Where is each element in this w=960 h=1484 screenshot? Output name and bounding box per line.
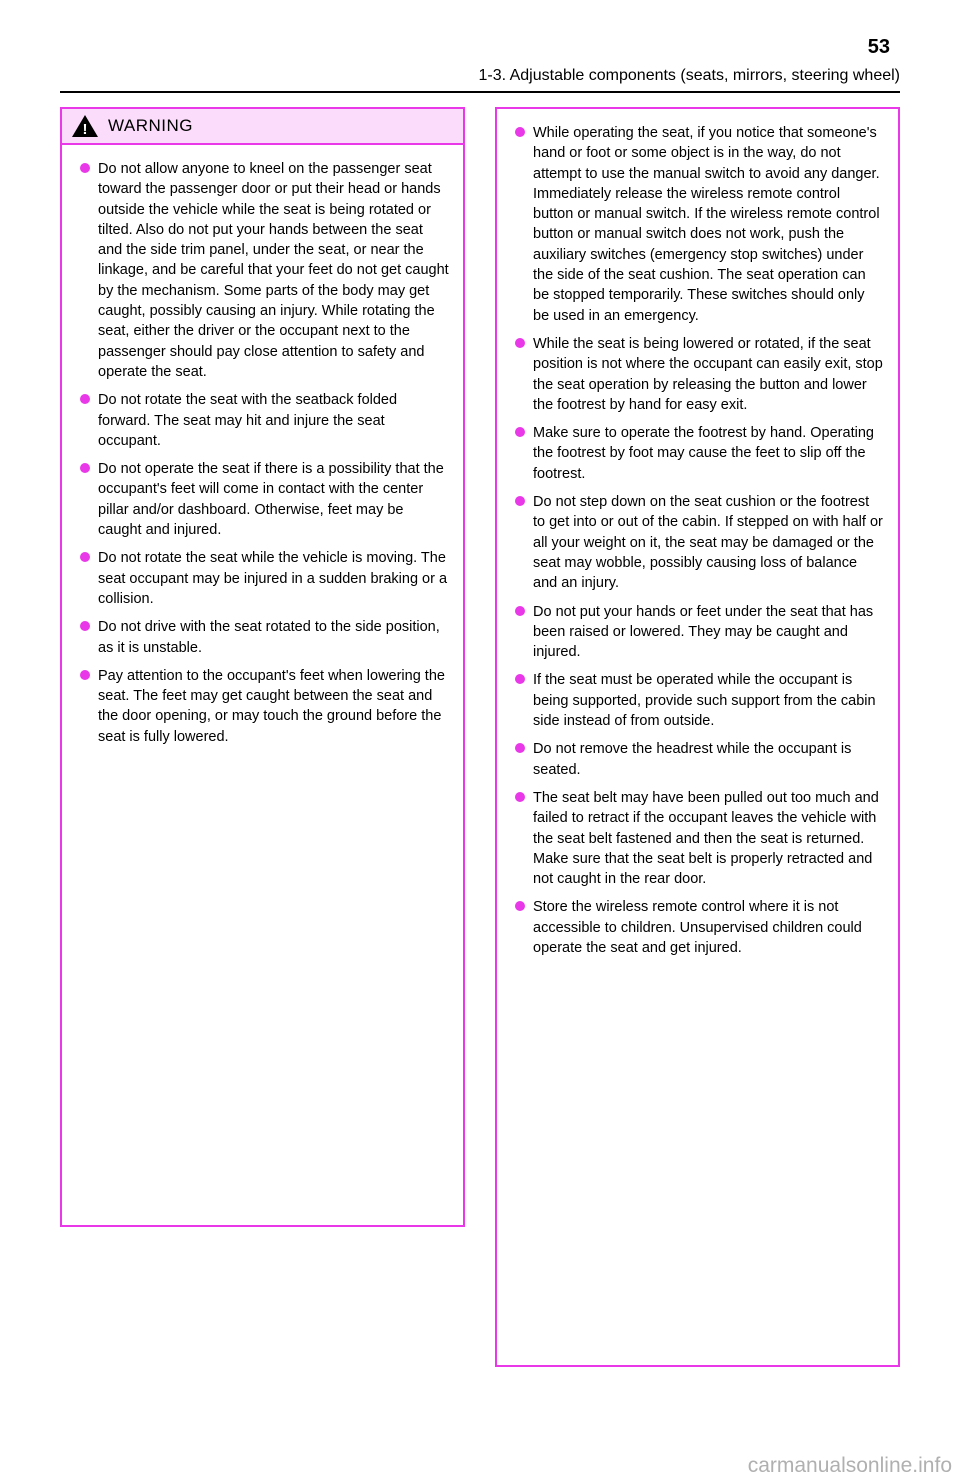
bullet-item: Do not step down on the seat cushion or … [515,492,884,593]
bullet-item: While operating the seat, if you notice … [515,123,884,326]
footer-watermark: carmanualsonline.info [748,1454,952,1478]
bullet-item: Store the wireless remote control where … [515,897,884,958]
page: 53 1-3. Adjustable components (seats, mi… [0,0,960,1484]
bullet-item: The seat belt may have been pulled out t… [515,788,884,889]
bullet-item: Do not operate the seat if there is a po… [80,459,449,540]
bullet-item: Do not allow anyone to kneel on the pass… [80,159,449,382]
bullet-item: Make sure to operate the footrest by han… [515,423,884,484]
section-title: 1-3. Adjustable components (seats, mirro… [478,67,900,85]
bullet-text: Store the wireless remote control where … [533,897,884,958]
right-bullets: While operating the seat, if you notice … [497,109,898,980]
bullet-dot-icon [80,552,90,562]
bullet-item: If the seat must be operated while the o… [515,670,884,731]
bullet-dot-icon [515,127,525,137]
bullet-text: Do not operate the seat if there is a po… [98,459,449,540]
warning-icon: ! [72,115,98,137]
bullet-text: Do not allow anyone to kneel on the pass… [98,159,449,382]
bullet-item: Do not put your hands or feet under the … [515,602,884,663]
bullet-text: Make sure to operate the footrest by han… [533,423,884,484]
bullet-dot-icon [515,606,525,616]
warning-header: ! WARNING [62,109,463,145]
bullet-text: Pay attention to the occupant's feet whe… [98,666,449,747]
bullet-dot-icon [80,163,90,173]
warning-box-right: While operating the seat, if you notice … [495,107,900,1367]
bullet-dot-icon [80,394,90,404]
bullet-text: Do not drive with the seat rotated to th… [98,617,449,658]
bullet-item: Do not remove the headrest while the occ… [515,739,884,780]
bullet-text: While operating the seat, if you notice … [533,123,884,326]
left-bullets: Do not allow anyone to kneel on the pass… [62,145,463,769]
bullet-dot-icon [515,901,525,911]
bullet-dot-icon [515,427,525,437]
bullet-dot-icon [515,674,525,684]
bullet-text: Do not rotate the seat with the seatback… [98,390,449,451]
bullet-item: Pay attention to the occupant's feet whe… [80,666,449,747]
bullet-dot-icon [515,338,525,348]
bullet-text: Do not put your hands or feet under the … [533,602,884,663]
bullet-dot-icon [80,670,90,680]
bullet-dot-icon [515,496,525,506]
bullet-text: Do not remove the headrest while the occ… [533,739,884,780]
page-number: 53 [868,36,890,59]
bullet-item: While the seat is being lowered or rotat… [515,334,884,415]
bullet-text: The seat belt may have been pulled out t… [533,788,884,889]
bullet-item: Do not drive with the seat rotated to th… [80,617,449,658]
right-column: While operating the seat, if you notice … [495,107,900,1367]
bullet-text: While the seat is being lowered or rotat… [533,334,884,415]
header-bar: 53 [60,36,900,65]
columns: ! WARNING Do not allow anyone to kneel o… [60,107,900,1367]
bullet-text: Do not rotate the seat while the vehicle… [98,548,449,609]
bullet-text: Do not step down on the seat cushion or … [533,492,884,593]
bullet-item: Do not rotate the seat with the seatback… [80,390,449,451]
bullet-dot-icon [80,463,90,473]
bullet-dot-icon [515,792,525,802]
header-sub: 1-3. Adjustable components (seats, mirro… [60,67,900,93]
bullet-item: Do not rotate the seat while the vehicle… [80,548,449,609]
bullet-dot-icon [515,743,525,753]
bullet-text: If the seat must be operated while the o… [533,670,884,731]
left-column: ! WARNING Do not allow anyone to kneel o… [60,107,465,1367]
warning-box-left: ! WARNING Do not allow anyone to kneel o… [60,107,465,1227]
bullet-dot-icon [80,621,90,631]
warning-title: WARNING [108,116,193,136]
